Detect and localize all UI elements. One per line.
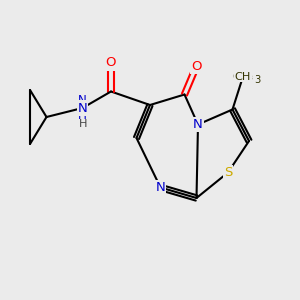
Text: N: N [156, 181, 165, 194]
Text: S: S [224, 166, 232, 179]
Text: N
H: N H [78, 94, 87, 122]
Text: N: N [78, 101, 87, 115]
Text: CH₃: CH₃ [232, 71, 254, 82]
Text: O: O [191, 59, 202, 73]
Text: CH: CH [235, 71, 251, 82]
Text: N: N [193, 118, 203, 131]
Text: H: H [79, 119, 87, 130]
Text: 3: 3 [254, 75, 261, 85]
Text: O: O [106, 56, 116, 70]
